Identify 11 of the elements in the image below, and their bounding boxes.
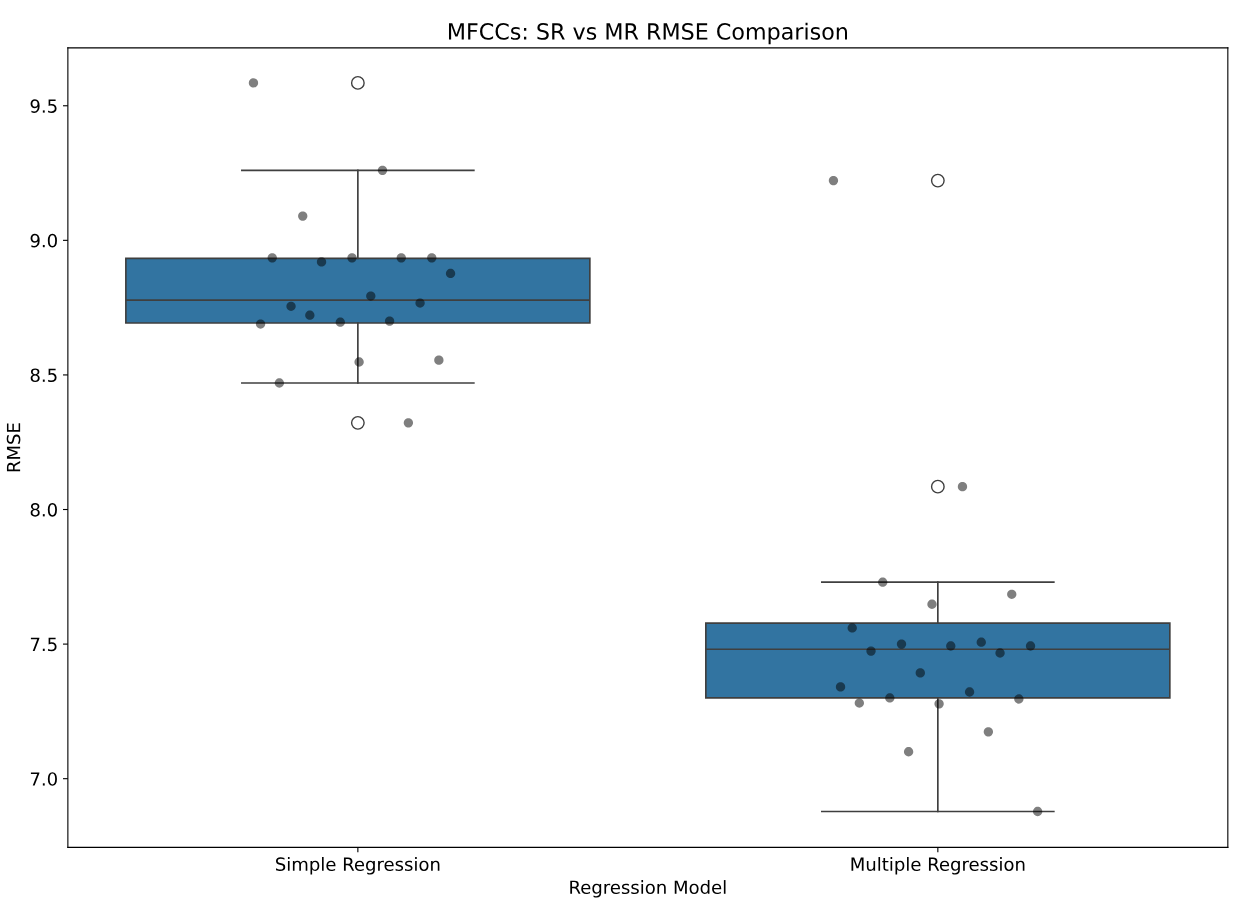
y-tick-label: 7.5 [30,637,57,652]
y-tick-label: 7.0 [30,772,57,786]
y-tick-label: 8.0 [30,502,57,517]
y-tick-label: 9.0 [30,233,57,248]
x-tick-label: Multiple Regression [851,857,1025,875]
y-tick-label: 9.5 [30,99,57,113]
x-axis-title: Regression Model [570,880,726,898]
y-axis-title: RMSE [6,423,21,472]
y-tick-label: 8.5 [30,368,57,383]
chart-title: MFCCs: SR vs MR RMSE Comparison [448,22,847,45]
x-tick-label: Simple Regression [275,857,440,875]
